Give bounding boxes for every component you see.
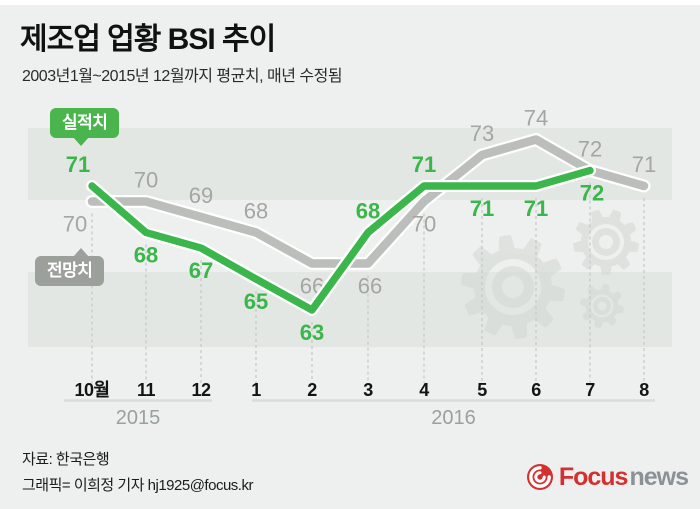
- top-white-strip: [0, 0, 700, 5]
- value-label: 66: [358, 274, 382, 299]
- logo-text-focus: Focus: [558, 462, 629, 491]
- forecast-badge-label: 전망치: [47, 261, 93, 280]
- page-title: 제조업 업황 BSI 추이: [20, 23, 276, 56]
- logo-text-news: news: [629, 462, 689, 491]
- month-label: 3: [363, 380, 373, 400]
- background-stripe: [28, 272, 672, 347]
- value-label: 73: [470, 121, 494, 146]
- value-label: 67: [189, 258, 213, 283]
- value-label: 71: [66, 152, 90, 177]
- value-label: 72: [578, 137, 602, 162]
- focus-news-logo: Focus news: [525, 462, 689, 492]
- month-label: 7: [585, 380, 595, 400]
- focus-news-logo-icon: [526, 464, 553, 490]
- value-label: 71: [524, 196, 548, 221]
- value-label: 69: [189, 183, 213, 208]
- month-label: 2: [307, 380, 317, 400]
- value-label: 72: [580, 181, 604, 206]
- value-label: 70: [63, 212, 87, 237]
- month-label: 5: [477, 380, 487, 400]
- month-label: 4: [419, 380, 429, 400]
- forecast-series-badge: 전망치: [35, 248, 105, 286]
- month-label: 8: [639, 380, 649, 400]
- value-label: 63: [300, 320, 324, 345]
- value-label: 68: [134, 243, 158, 268]
- value-label: 71: [412, 152, 436, 177]
- month-label: 11: [137, 380, 156, 400]
- value-label: 71: [470, 196, 494, 221]
- gear-watermark: [580, 284, 624, 328]
- actual-badge-label: 실적치: [62, 113, 108, 132]
- actual-line-group: 71 68 67 65 63 68 71 71 71 72: [66, 152, 604, 345]
- credit-note: 그래픽= 이희정 기자 hj1925@focus.kr: [22, 477, 253, 494]
- year-label: 2015: [116, 407, 161, 429]
- value-label: 65: [244, 289, 268, 314]
- value-label: 70: [134, 168, 158, 193]
- value-label: 71: [632, 152, 656, 177]
- value-label: 70: [412, 212, 436, 237]
- month-label: 12: [191, 380, 211, 400]
- value-label: 68: [356, 199, 380, 224]
- year-label: 2016: [431, 407, 476, 429]
- page-subtitle: 2003년1월~2015년 12월까지 평균치, 매년 수정됨: [22, 68, 343, 85]
- actual-line: [88, 166, 594, 314]
- month-label: 10월: [74, 380, 109, 400]
- value-label: 74: [524, 106, 548, 131]
- actual-series-badge: 실적치: [50, 108, 120, 146]
- value-label: 68: [244, 199, 268, 224]
- forecast-line: [87, 135, 649, 268]
- background-stripe: [28, 128, 672, 200]
- month-label: 6: [531, 380, 541, 400]
- month-label: 1: [251, 380, 261, 400]
- source-note: 자료: 한국은행: [22, 451, 110, 468]
- gear-watermark: [573, 209, 639, 275]
- gear-watermark: [461, 235, 565, 339]
